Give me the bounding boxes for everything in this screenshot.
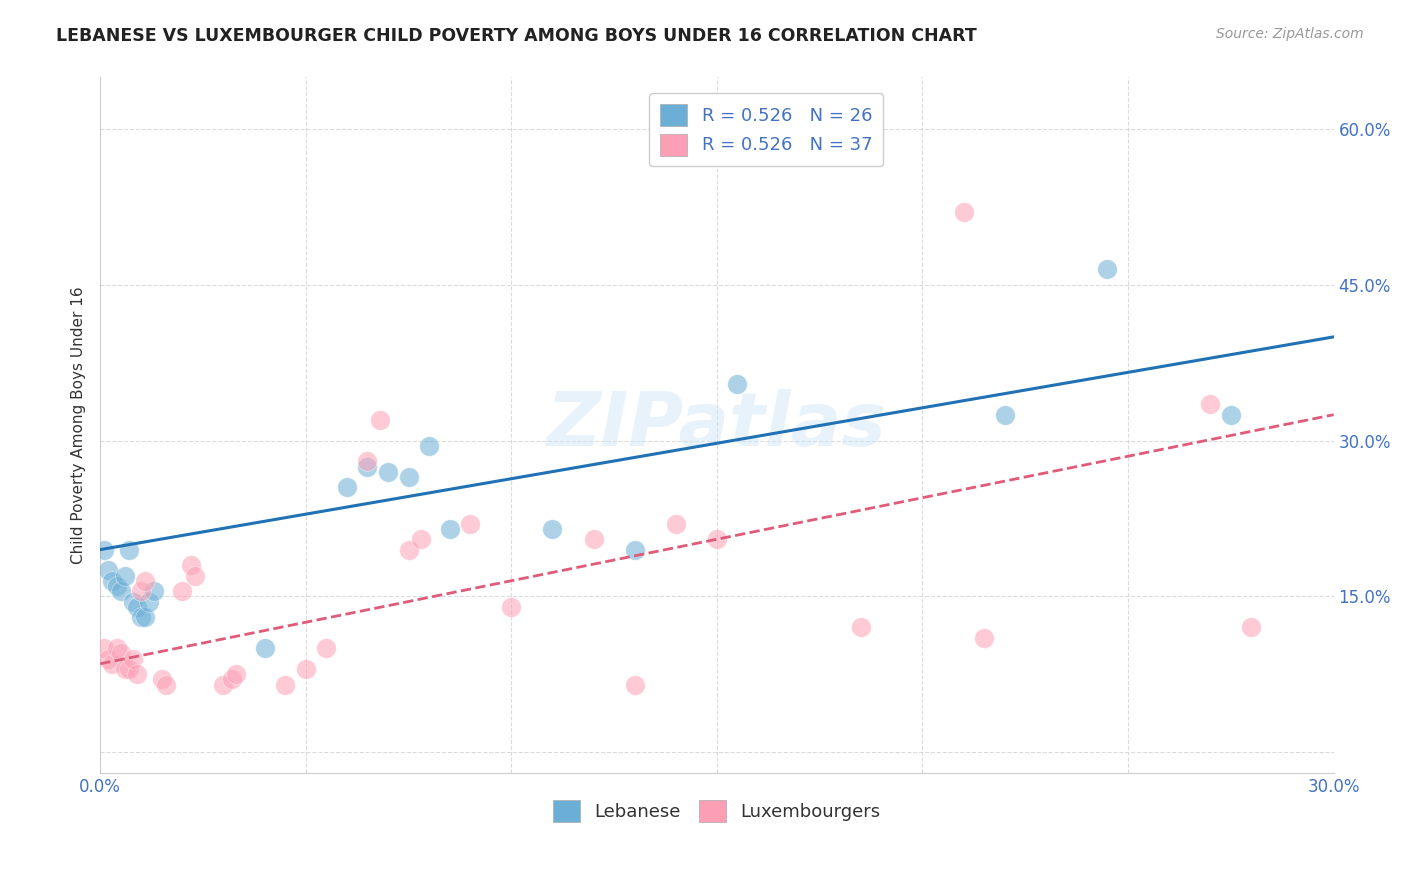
Text: ZIPatlas: ZIPatlas bbox=[547, 389, 887, 461]
Point bbox=[418, 439, 440, 453]
Y-axis label: Child Poverty Among Boys Under 16: Child Poverty Among Boys Under 16 bbox=[72, 286, 86, 564]
Point bbox=[398, 470, 420, 484]
Point bbox=[105, 579, 128, 593]
Point bbox=[623, 677, 645, 691]
Point bbox=[1097, 262, 1119, 277]
Point bbox=[105, 641, 128, 656]
Point bbox=[134, 610, 156, 624]
Legend: Lebanese, Luxembourgers: Lebanese, Luxembourgers bbox=[543, 789, 891, 833]
Point bbox=[221, 673, 243, 687]
Point bbox=[458, 516, 481, 531]
Point bbox=[439, 522, 461, 536]
Point bbox=[118, 542, 141, 557]
Point bbox=[114, 568, 136, 582]
Point bbox=[623, 542, 645, 557]
Point bbox=[582, 533, 605, 547]
Point bbox=[114, 662, 136, 676]
Point bbox=[398, 542, 420, 557]
Point bbox=[155, 677, 177, 691]
Point bbox=[952, 205, 974, 219]
Point bbox=[409, 533, 432, 547]
Text: LEBANESE VS LUXEMBOURGER CHILD POVERTY AMONG BOYS UNDER 16 CORRELATION CHART: LEBANESE VS LUXEMBOURGER CHILD POVERTY A… bbox=[56, 27, 977, 45]
Point bbox=[97, 563, 120, 577]
Point bbox=[1240, 620, 1263, 634]
Point bbox=[138, 594, 160, 608]
Point bbox=[225, 667, 247, 681]
Point bbox=[118, 662, 141, 676]
Point bbox=[212, 677, 235, 691]
Point bbox=[183, 568, 205, 582]
Point bbox=[127, 599, 149, 614]
Point bbox=[849, 620, 872, 634]
Point bbox=[142, 584, 165, 599]
Point bbox=[377, 465, 399, 479]
Point bbox=[129, 610, 152, 624]
Point bbox=[541, 522, 564, 536]
Point bbox=[172, 584, 194, 599]
Point bbox=[122, 594, 145, 608]
Point bbox=[501, 599, 523, 614]
Point bbox=[356, 459, 378, 474]
Point bbox=[336, 480, 359, 494]
Point bbox=[110, 647, 132, 661]
Text: Source: ZipAtlas.com: Source: ZipAtlas.com bbox=[1216, 27, 1364, 41]
Point bbox=[122, 651, 145, 665]
Point bbox=[294, 662, 316, 676]
Point bbox=[1199, 397, 1222, 411]
Point bbox=[253, 641, 276, 656]
Point bbox=[110, 584, 132, 599]
Point bbox=[665, 516, 688, 531]
Point bbox=[101, 574, 124, 588]
Point bbox=[1219, 408, 1241, 422]
Point bbox=[93, 641, 115, 656]
Point bbox=[150, 673, 173, 687]
Point bbox=[127, 667, 149, 681]
Point bbox=[830, 128, 852, 142]
Point bbox=[994, 408, 1017, 422]
Point bbox=[180, 558, 202, 573]
Point bbox=[315, 641, 337, 656]
Point bbox=[101, 657, 124, 671]
Point bbox=[368, 413, 391, 427]
Point bbox=[973, 631, 995, 645]
Point bbox=[97, 651, 120, 665]
Point bbox=[93, 542, 115, 557]
Point bbox=[356, 454, 378, 468]
Point bbox=[706, 533, 728, 547]
Point bbox=[134, 574, 156, 588]
Point bbox=[129, 584, 152, 599]
Point bbox=[274, 677, 297, 691]
Point bbox=[725, 376, 748, 391]
